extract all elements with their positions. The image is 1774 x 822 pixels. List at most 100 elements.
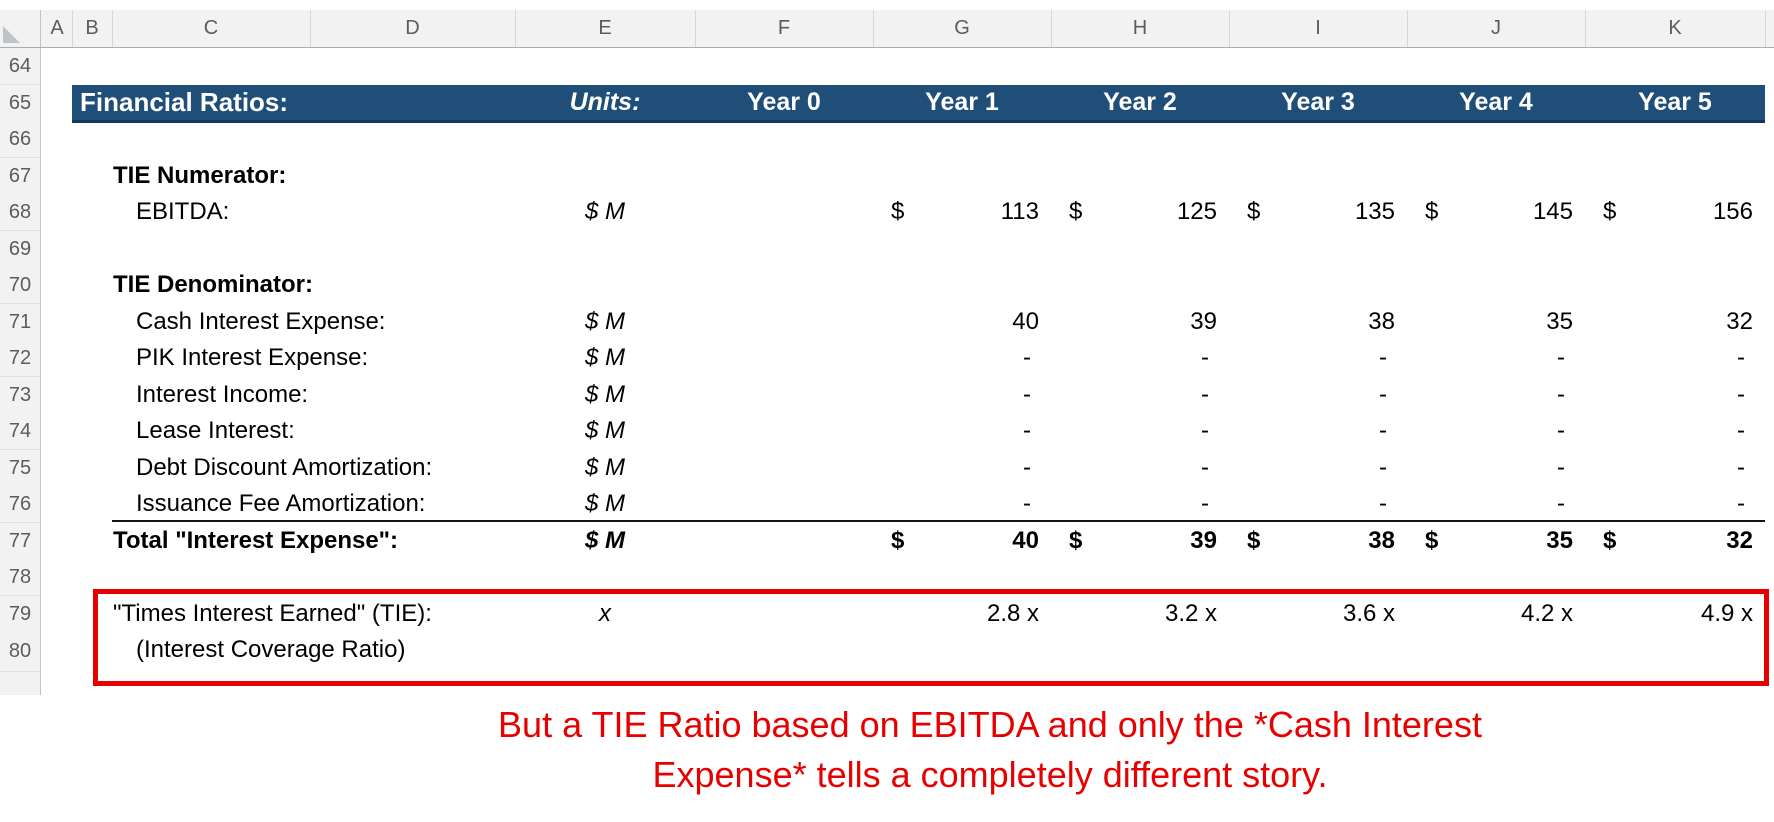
cell-value-row76-y1[interactable]: - [1023,490,1031,517]
cell-value-row68-y2[interactable]: 125 [1176,198,1217,225]
cell-dollar-row77-y5[interactable]: $ [1603,527,1617,554]
cell-value-row72-y3[interactable]: - [1379,344,1387,371]
cell-label-row75[interactable]: Debt Discount Amortization: [136,454,433,481]
cell-value-row79-y2[interactable]: 3.2 x [1164,600,1217,627]
row-header-75[interactable]: 75 [0,450,40,487]
cell-value-row68-y5[interactable]: 156 [1712,198,1753,225]
cell-value-row72-y5[interactable]: - [1737,344,1745,371]
cell-value-row79-y3[interactable]: 3.6 x [1342,600,1395,627]
row-header-65[interactable]: 65 [0,85,40,122]
row-header-80[interactable]: 80 [0,632,40,672]
row-header-66[interactable]: 66 [0,121,40,158]
cell-value-row76-y2[interactable]: - [1201,490,1209,517]
cell-label-row80[interactable]: (Interest Coverage Ratio) [136,636,406,663]
cell-value-row77-y3[interactable]: 38 [1368,527,1395,554]
cell-dollar-row77-y2[interactable]: $ [1069,527,1083,554]
cell-units-row71[interactable]: $ M [584,308,625,335]
row-header-78[interactable]: 78 [0,559,40,596]
select-all-corner[interactable] [0,10,41,47]
cell-label-row70[interactable]: TIE Denominator: [113,271,314,298]
cell-label-row77[interactable]: Total "Interest Expense": [113,527,399,554]
row-header-67[interactable]: 67 [0,158,40,195]
cell-value-row77-y4[interactable]: 35 [1546,527,1573,554]
cell-value-row71-y3[interactable]: 38 [1368,308,1395,335]
cell-value-row74-y5[interactable]: - [1737,417,1745,444]
cell-value-row74-y3[interactable]: - [1379,417,1387,444]
column-header-G[interactable]: G [873,10,1052,47]
column-header-J[interactable]: J [1407,10,1586,47]
cell-value-row72-y4[interactable]: - [1557,344,1565,371]
column-header-C[interactable]: C [112,10,311,47]
cell-value-row76-y5[interactable]: - [1737,490,1745,517]
cell-label-row79[interactable]: "Times Interest Earned" (TIE): [113,600,432,627]
cell-label-row68[interactable]: EBITDA: [136,198,230,225]
cell-units-row68[interactable]: $ M [584,198,625,225]
cell-units-row76[interactable]: $ M [584,490,625,517]
cell-value-row79-y1[interactable]: 2.8 x [986,600,1039,627]
cell-value-row75-y1[interactable]: - [1023,454,1031,481]
cell-value-row68-y3[interactable]: 135 [1354,198,1395,225]
cell-units-row79[interactable]: x [599,600,611,627]
row-header-77[interactable]: 77 [0,523,40,560]
cell-value-row77-y2[interactable]: 39 [1190,527,1217,554]
cell-label-row74[interactable]: Lease Interest: [136,417,295,444]
cell-label-row72[interactable]: PIK Interest Expense: [136,344,369,371]
cell-value-row68-y1[interactable]: 113 [1000,198,1039,225]
cell-value-row68-y4[interactable]: 145 [1532,198,1573,225]
cell-value-row74-y2[interactable]: - [1201,417,1209,444]
cell-value-row72-y2[interactable]: - [1201,344,1209,371]
cell-dollar-row77-y1[interactable]: $ [891,527,905,554]
cell-value-row79-y5[interactable]: 4.9 x [1700,600,1753,627]
row-header-71[interactable]: 71 [0,304,40,341]
cell-dollar-row68-y4[interactable]: $ [1425,198,1439,225]
cell-dollar-row77-y4[interactable]: $ [1425,527,1439,554]
cell-value-row73-y5[interactable]: - [1737,381,1745,408]
cell-value-row77-y1[interactable]: 40 [1012,527,1039,554]
cell-units-row74[interactable]: $ M [584,417,625,444]
row-header-69[interactable]: 69 [0,231,40,268]
column-header-D[interactable]: D [310,10,516,47]
cell-value-row75-y3[interactable]: - [1379,454,1387,481]
row-header-70[interactable]: 70 [0,267,40,304]
cell-value-row75-y4[interactable]: - [1557,454,1565,481]
cell-value-row76-y4[interactable]: - [1557,490,1565,517]
cell-value-row77-y5[interactable]: 32 [1726,527,1753,554]
cell-label-row67[interactable]: TIE Numerator: [113,162,287,189]
cell-label-row76[interactable]: Issuance Fee Amortization: [136,490,426,517]
column-header-A[interactable]: A [42,10,73,47]
cell-value-row75-y5[interactable]: - [1737,454,1745,481]
cell-units-row72[interactable]: $ M [584,344,625,371]
row-header-76[interactable]: 76 [0,486,40,523]
cell-value-row73-y3[interactable]: - [1379,381,1387,408]
cell-dollar-row68-y3[interactable]: $ [1247,198,1261,225]
cell-label-row73[interactable]: Interest Income: [136,381,309,408]
column-header-F[interactable]: F [695,10,874,47]
row-header-64[interactable]: 64 [0,48,40,85]
cell-value-row71-y5[interactable]: 32 [1726,308,1753,335]
column-header-H[interactable]: H [1051,10,1230,47]
cell-units-row77[interactable]: $ M [584,527,625,554]
cell-label-row71[interactable]: Cash Interest Expense: [136,308,386,335]
cell-value-row73-y1[interactable]: - [1023,381,1031,408]
cell-value-row71-y1[interactable]: 40 [1012,308,1039,335]
row-header-73[interactable]: 73 [0,377,40,414]
column-header-E[interactable]: E [515,10,696,47]
cell-dollar-row68-y1[interactable]: $ [891,198,905,225]
cell-dollar-row68-y5[interactable]: $ [1603,198,1617,225]
row-header-72[interactable]: 72 [0,340,40,377]
cell-value-row73-y2[interactable]: - [1201,381,1209,408]
row-header-79[interactable]: 79 [0,596,40,633]
cell-value-row74-y1[interactable]: - [1023,417,1031,444]
cell-value-row71-y2[interactable]: 39 [1190,308,1217,335]
cell-value-row74-y4[interactable]: - [1557,417,1565,444]
header-band[interactable]: Financial Ratios: Units: Year 0 Year 1 Yea… [72,85,1765,123]
row-header-68[interactable]: 68 [0,194,40,231]
cell-value-row72-y1[interactable]: - [1023,344,1031,371]
row-header-74[interactable]: 74 [0,413,40,450]
cell-dollar-row77-y3[interactable]: $ [1247,527,1261,554]
column-header-K[interactable]: K [1585,10,1766,47]
cell-dollar-row68-y2[interactable]: $ [1069,198,1083,225]
column-header-B[interactable]: B [72,10,113,47]
cell-units-row73[interactable]: $ M [584,381,625,408]
cell-value-row73-y4[interactable]: - [1557,381,1565,408]
